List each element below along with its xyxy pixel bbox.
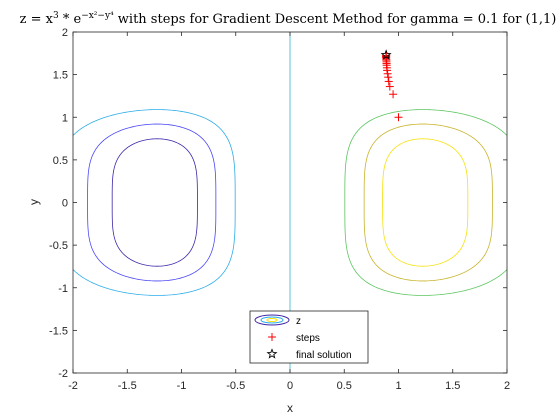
y-tick-label: 1.5 bbox=[53, 70, 68, 82]
legend-star-shape bbox=[266, 348, 278, 359]
step-marker bbox=[394, 113, 403, 122]
axis-ticks bbox=[72, 31, 508, 374]
y-tick-label: -1 bbox=[58, 283, 68, 295]
y-tick-label: 0.5 bbox=[53, 155, 68, 167]
step-marker bbox=[384, 73, 393, 82]
x-axis-label: x bbox=[287, 401, 293, 415]
x-tick-label: 1.5 bbox=[445, 380, 460, 392]
x-tick-label: -1.5 bbox=[118, 380, 137, 392]
legend-contour-swatch bbox=[254, 314, 290, 326]
x-tick-label: 0 bbox=[287, 380, 293, 392]
contour-level bbox=[73, 109, 236, 296]
data-markers bbox=[380, 49, 403, 122]
chart-title: z = x3 * e−x²−y⁴ with steps for Gradient… bbox=[20, 11, 557, 27]
x-tick-label: -1 bbox=[177, 380, 187, 392]
y-tick-label: -0.5 bbox=[49, 240, 68, 252]
legend: z steps final solution bbox=[249, 310, 369, 364]
step-marker bbox=[382, 51, 391, 60]
step-marker bbox=[383, 69, 392, 78]
x-tick-label: 0.5 bbox=[337, 380, 352, 392]
legend-entry-z: z bbox=[296, 316, 301, 327]
final-solution-marker bbox=[380, 49, 392, 60]
contour-level bbox=[87, 123, 217, 282]
legend-steps-marker bbox=[268, 333, 276, 341]
x-tick-label: 1 bbox=[395, 380, 401, 392]
contour-level bbox=[382, 138, 469, 267]
contour-level bbox=[111, 138, 198, 267]
legend-final-solution-marker bbox=[266, 348, 278, 359]
y-axis-label: y bbox=[27, 199, 41, 205]
legend-entry-steps: steps bbox=[296, 333, 320, 344]
contour-level bbox=[344, 109, 507, 296]
step-marker bbox=[385, 82, 394, 91]
y-tick-labels: -2 -1.5 -1 -0.5 0 0.5 1 1.5 2 bbox=[49, 27, 68, 380]
step-marker bbox=[384, 77, 393, 86]
y-tick-label: -1.5 bbox=[49, 325, 68, 337]
y-tick-label: 2 bbox=[62, 27, 68, 39]
y-tick-label: -2 bbox=[58, 368, 68, 380]
x-tick-label: 2 bbox=[504, 380, 510, 392]
x-tick-labels: -2 -1.5 -1 -0.5 0 0.5 1 1.5 2 bbox=[68, 380, 510, 392]
x-tick-label: -0.5 bbox=[226, 380, 245, 392]
legend-entry-final-solution: final solution bbox=[296, 350, 352, 361]
x-tick-label: -2 bbox=[68, 380, 78, 392]
y-tick-label: 1 bbox=[62, 112, 68, 124]
y-tick-label: 0 bbox=[62, 198, 68, 210]
step-marker bbox=[389, 90, 398, 99]
contour-lines bbox=[73, 32, 507, 373]
contour-level bbox=[363, 123, 493, 282]
